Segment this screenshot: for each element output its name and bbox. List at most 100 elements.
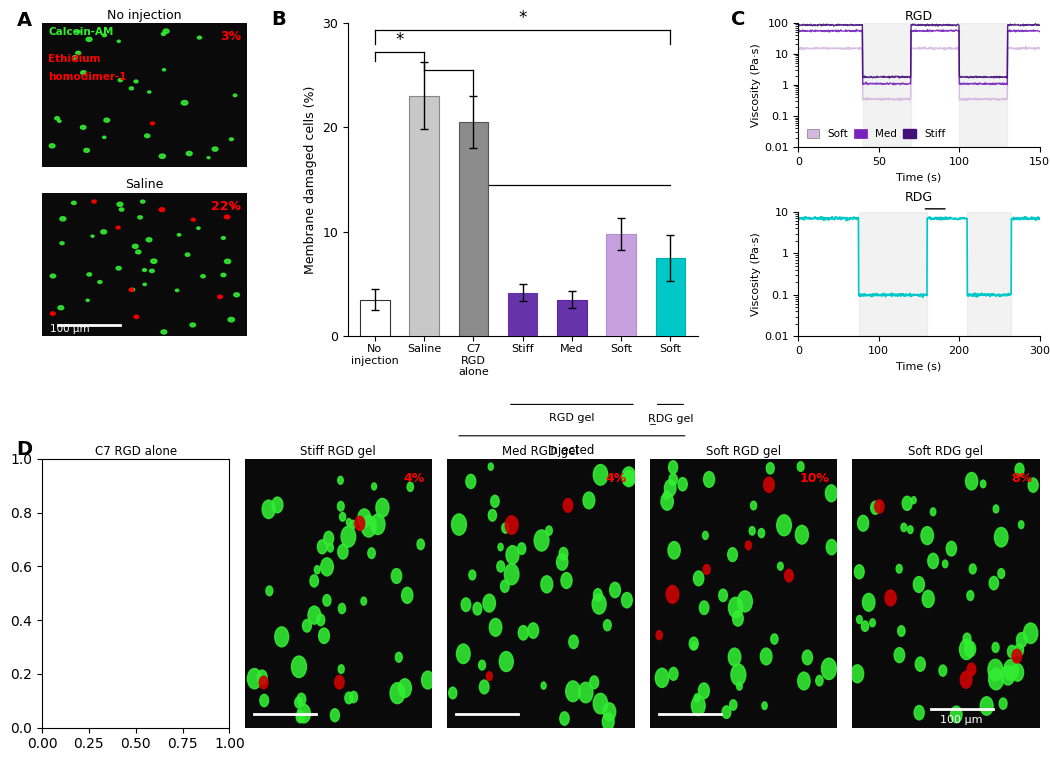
Circle shape [144, 482, 152, 493]
Circle shape [335, 675, 344, 689]
Circle shape [798, 672, 810, 690]
Circle shape [129, 87, 133, 90]
Circle shape [248, 669, 261, 689]
Circle shape [566, 681, 581, 702]
Circle shape [895, 647, 905, 662]
Circle shape [110, 585, 122, 602]
Circle shape [826, 540, 837, 555]
Circle shape [704, 565, 710, 575]
Circle shape [928, 553, 939, 568]
Title: No injection: No injection [107, 8, 182, 21]
Circle shape [998, 568, 1005, 578]
Circle shape [126, 478, 135, 491]
Circle shape [76, 52, 81, 55]
Circle shape [140, 522, 146, 531]
Circle shape [160, 154, 166, 158]
Circle shape [119, 79, 123, 82]
X-axis label: Time (s): Time (s) [897, 362, 942, 371]
Title: Stiff RGD gel: Stiff RGD gel [300, 445, 376, 458]
Circle shape [422, 671, 434, 689]
Circle shape [338, 476, 343, 484]
Text: *: * [519, 9, 527, 27]
Circle shape [746, 541, 752, 550]
Circle shape [75, 476, 88, 495]
Circle shape [922, 590, 934, 607]
Circle shape [655, 669, 669, 688]
Circle shape [314, 565, 320, 574]
Circle shape [981, 480, 986, 487]
Circle shape [486, 672, 492, 681]
Title: Saline: Saline [125, 178, 164, 191]
Circle shape [163, 69, 166, 71]
Circle shape [297, 704, 311, 723]
Circle shape [858, 515, 868, 531]
Circle shape [622, 467, 635, 487]
Circle shape [168, 669, 180, 685]
Circle shape [1012, 650, 1022, 663]
Circle shape [898, 625, 905, 636]
Circle shape [143, 268, 146, 271]
Circle shape [372, 483, 377, 490]
Circle shape [217, 295, 223, 299]
Circle shape [125, 640, 133, 652]
Title: Med RGD gel: Med RGD gel [502, 445, 580, 458]
Circle shape [77, 30, 80, 33]
Circle shape [758, 528, 764, 537]
Circle shape [98, 530, 104, 539]
Circle shape [225, 259, 231, 264]
Circle shape [797, 462, 804, 471]
Circle shape [295, 697, 302, 708]
Circle shape [138, 523, 148, 538]
Circle shape [62, 599, 69, 609]
Circle shape [196, 227, 201, 230]
Circle shape [297, 694, 306, 706]
Bar [967, 212, 1011, 337]
Text: 10%: 10% [799, 472, 830, 485]
Circle shape [350, 691, 358, 703]
Circle shape [930, 508, 936, 515]
Circle shape [296, 711, 304, 723]
Circle shape [114, 567, 124, 581]
Circle shape [541, 576, 552, 593]
Circle shape [490, 495, 499, 507]
Circle shape [146, 238, 152, 242]
Circle shape [969, 564, 977, 574]
Circle shape [669, 461, 677, 474]
Circle shape [762, 702, 768, 709]
Circle shape [915, 706, 924, 720]
Circle shape [302, 619, 312, 632]
Circle shape [50, 274, 56, 278]
Circle shape [1028, 478, 1038, 492]
Circle shape [328, 543, 334, 552]
Circle shape [155, 713, 168, 731]
Circle shape [185, 597, 197, 614]
Circle shape [88, 605, 99, 620]
Circle shape [92, 200, 97, 203]
Circle shape [185, 253, 190, 256]
Circle shape [751, 501, 757, 510]
Circle shape [341, 526, 356, 547]
Circle shape [165, 534, 174, 548]
Circle shape [916, 657, 925, 672]
Circle shape [141, 200, 145, 203]
Circle shape [116, 465, 127, 481]
Circle shape [728, 548, 737, 562]
Circle shape [1001, 666, 1014, 685]
Circle shape [91, 235, 94, 237]
Circle shape [777, 515, 792, 536]
Circle shape [52, 603, 59, 612]
Circle shape [593, 694, 608, 714]
Circle shape [825, 485, 837, 502]
Circle shape [541, 682, 546, 689]
Circle shape [499, 652, 513, 672]
Circle shape [310, 575, 318, 587]
Circle shape [49, 144, 55, 148]
Text: 100 μm: 100 μm [940, 715, 982, 725]
Circle shape [80, 659, 87, 670]
Circle shape [117, 202, 123, 206]
Text: D: D [16, 440, 32, 459]
Circle shape [175, 289, 179, 292]
Circle shape [766, 462, 774, 474]
Circle shape [101, 230, 107, 234]
Circle shape [1015, 463, 1024, 476]
